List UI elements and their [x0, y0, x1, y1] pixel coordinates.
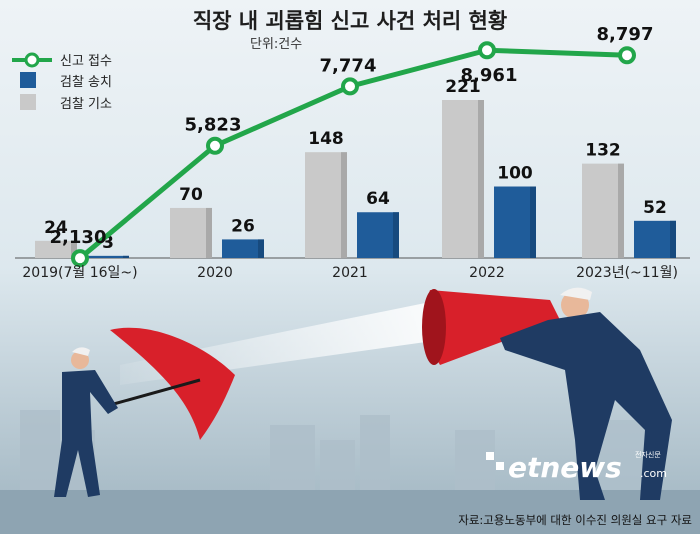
bar-referred-shade-4	[670, 220, 676, 258]
logo-subtext: 전자신문	[635, 450, 661, 459]
bar-label-indicted-0: 24	[44, 218, 68, 238]
logo-domain: .com	[640, 467, 667, 480]
bar-indicted-shade-2	[341, 152, 347, 258]
bar-indicted-shade-4	[618, 163, 624, 258]
x-tick-2: 2021	[332, 265, 368, 281]
etnews-logo: etnews 전자신문 .com	[486, 450, 667, 484]
bar-referred-shade-3	[530, 186, 536, 258]
megaphone-man-illustration	[422, 287, 672, 500]
line-marker-2	[341, 77, 359, 96]
bar-label-referred-0: 3	[102, 233, 114, 253]
bar-referred-2	[357, 212, 399, 258]
x-tick-0: 2019(7월 16일~)	[22, 265, 137, 281]
bar-label-indicted-3: 221	[445, 77, 481, 97]
umbrella-man-illustration	[54, 327, 235, 497]
bar-referred-3	[494, 186, 536, 258]
line-label-4: 8,797	[597, 24, 654, 45]
legend-label-received: 신고 접수	[60, 54, 112, 69]
legend-label-referred: 검찰 송치	[60, 75, 112, 90]
x-tick-3: 2022	[469, 265, 505, 281]
x-axis-ticks: 2019(7월 16일~) 2020 2021 2022 2023년(~11월)	[22, 265, 678, 281]
legend-swatch-referred	[20, 72, 36, 88]
line-label-0: 2,130	[50, 227, 107, 248]
bar-label-indicted-4: 132	[585, 141, 621, 161]
logo-text: etnews	[508, 451, 622, 484]
line-label-3: 8,961	[461, 65, 518, 86]
bar-indicted-4	[582, 163, 624, 258]
bar-label-referred-4: 52	[643, 198, 667, 218]
bar-indicted-3	[442, 100, 484, 258]
bar-referred-shade-2	[393, 212, 399, 258]
legend: 신고 접수 검찰 송치 검찰 기소	[12, 52, 112, 112]
bar-label-referred-3: 100	[497, 164, 533, 184]
bar-indicted-shade-3	[478, 100, 484, 258]
x-tick-1: 2020	[197, 265, 233, 281]
unit-label: 단위:건수	[250, 37, 302, 52]
series-received-markers	[71, 41, 636, 268]
series-received-labels: 2,130 5,823 7,774 8,961 8,797	[50, 24, 654, 248]
bar-indicted-1	[170, 207, 212, 258]
line-marker-4	[618, 46, 636, 65]
bar-referred-0	[87, 255, 129, 258]
x-tick-4: 2023년(~11월)	[576, 265, 678, 281]
bar-label-indicted-1: 70	[179, 185, 203, 205]
logo-dot-1	[486, 452, 494, 460]
bar-label-referred-1: 26	[231, 216, 255, 236]
bar-label-referred-2: 64	[366, 189, 390, 209]
bar-indicted-0	[35, 240, 77, 258]
bar-indicted-shade-1	[206, 207, 212, 258]
source-note: 자료:고용노동부에 대한 이수진 의원실 요구 자료	[458, 513, 692, 527]
bar-referred-shade-1	[258, 239, 264, 258]
bar-indicted-2	[305, 152, 347, 258]
logo-dot-2	[496, 462, 504, 470]
bar-label-indicted-2: 148	[308, 129, 344, 149]
line-marker-3	[478, 41, 496, 60]
series-referred-bars	[87, 186, 676, 258]
line-marker-1	[206, 136, 224, 155]
legend-label-indicted: 검찰 기소	[60, 97, 112, 112]
series-indicted-bars	[35, 100, 624, 258]
bar-referred-4	[634, 220, 676, 258]
line-label-2: 7,774	[320, 55, 377, 76]
legend-line-marker	[24, 52, 40, 68]
line-marker-0	[71, 249, 89, 268]
bar-value-labels: 24 3 70 26 148 64 221 100 132 52	[44, 77, 667, 253]
bar-referred-1	[222, 239, 264, 258]
chart-title: 직장 내 괴롭힘 신고 사건 처리 현황	[193, 9, 507, 33]
bar-indicted-shade-0	[71, 240, 77, 258]
line-label-1: 5,823	[185, 115, 242, 136]
bar-referred-shade-0	[123, 255, 129, 258]
legend-swatch-indicted	[20, 94, 36, 110]
